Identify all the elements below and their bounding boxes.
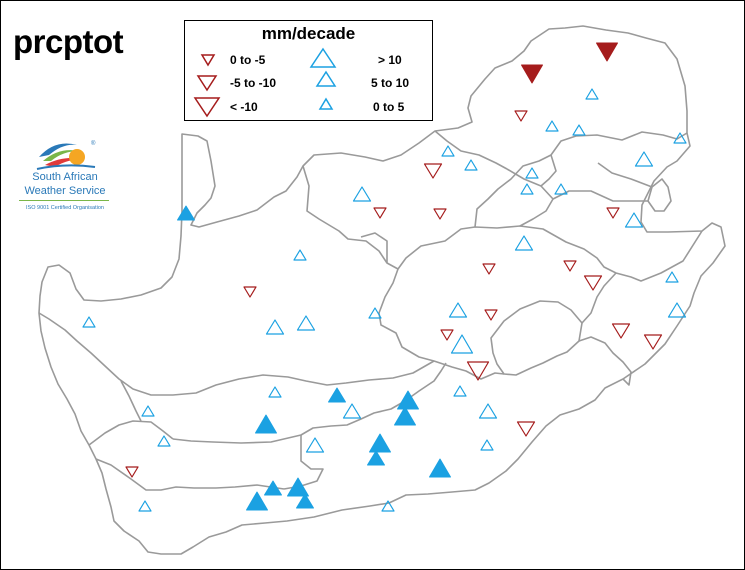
station-up-medium-icon: [352, 186, 372, 202]
svg-text:®: ®: [91, 140, 96, 147]
station-down-medium-icon: [583, 275, 603, 291]
station-up-small-icon: [673, 132, 687, 144]
station-up-medium-icon: [634, 151, 654, 167]
station-up-small-icon: [520, 183, 534, 195]
logo-iso: ISO 9001 Certified Organisation: [26, 205, 104, 211]
station-markers: [82, 42, 687, 512]
station-up-small-icon: [138, 500, 152, 512]
station-up-small-icon: [525, 167, 539, 179]
station-up-large-icon: [397, 390, 419, 410]
province-boundaries: [38, 130, 703, 491]
station-down-small-icon: [373, 207, 387, 219]
station-up-medium-icon: [667, 302, 687, 318]
station-down-medium-icon: [643, 334, 663, 350]
station-down-large-icon: [466, 361, 490, 381]
station-up-large-icon: [246, 491, 268, 511]
station-up-small-icon: [545, 120, 559, 132]
station-up-medium-icon: [342, 403, 362, 419]
station-up-small-icon: [480, 439, 494, 451]
station-up-medium-icon: [296, 315, 316, 331]
station-down-small-icon: [433, 208, 447, 220]
legend-symbols: [193, 47, 337, 118]
lesotho-outline: [490, 300, 583, 376]
station-down-medium-icon: [423, 163, 443, 179]
station-down-small-icon: [125, 466, 139, 478]
station-up-medium-icon: [367, 450, 385, 466]
station-up-small-icon: [82, 316, 96, 328]
station-up-small-icon: [141, 405, 155, 417]
station-up-medium-icon: [305, 437, 325, 453]
legend-label-4: 5 to 10: [371, 76, 410, 90]
legend-label-2: < -10: [230, 100, 258, 114]
station-up-small-icon: [381, 500, 395, 512]
station-down-small-icon: [606, 207, 620, 219]
station-down-medium-icon: [611, 323, 631, 339]
station-down-small-icon: [484, 309, 498, 321]
legend-up-medium-icon: [315, 70, 337, 87]
station-down-medium-icon: [516, 421, 536, 437]
station-down-small-icon: [440, 329, 454, 341]
station-up-medium-icon: [265, 319, 285, 335]
station-up-medium-icon: [448, 302, 468, 318]
station-up-small-icon: [665, 271, 679, 283]
station-up-small-icon: [464, 159, 478, 171]
station-up-small-icon: [441, 145, 455, 157]
station-up-medium-icon: [478, 403, 498, 419]
logo-line2: Weather Service: [24, 185, 106, 197]
station-up-medium-icon: [264, 480, 282, 496]
station-up-small-icon: [572, 124, 586, 136]
station-down-large-icon: [596, 42, 618, 62]
legend-label-5: 0 to 5: [373, 100, 405, 114]
station-up-large-icon: [369, 433, 391, 453]
station-up-medium-icon: [624, 212, 644, 228]
station-up-medium-icon: [296, 493, 314, 509]
logo-line1: South African: [32, 171, 98, 183]
country-outline: [38, 25, 726, 555]
legend-title: mm/decade: [261, 24, 356, 43]
station-up-small-icon: [268, 386, 282, 398]
station-up-small-icon: [293, 249, 307, 261]
station-up-small-icon: [368, 307, 382, 319]
eswatini-outline: [647, 178, 672, 212]
station-up-medium-icon: [328, 387, 346, 403]
legend-label-1: -5 to -10: [230, 76, 277, 90]
station-up-large-icon: [450, 334, 474, 354]
saws-logo-mark-icon: ®: [36, 140, 96, 170]
legend-label-3: > 10: [378, 53, 402, 67]
legend-up-small-icon: [318, 97, 334, 110]
station-down-large-icon: [521, 64, 543, 84]
station-up-medium-icon: [177, 205, 195, 221]
legend-down-small-icon: [200, 54, 216, 67]
station-up-large-icon: [429, 458, 451, 478]
station-up-medium-icon: [514, 235, 534, 251]
legend-down-large-icon: [193, 97, 221, 118]
station-up-small-icon: [453, 385, 467, 397]
map-title: prcptot: [13, 23, 124, 60]
legend-box: mm/decade 0 to -5 -5 to -10 < -10 > 10 5…: [184, 20, 433, 121]
station-down-small-icon: [243, 286, 257, 298]
logo-divider: [19, 200, 109, 201]
legend-down-medium-icon: [196, 75, 218, 92]
station-up-small-icon: [554, 183, 568, 195]
station-up-large-icon: [255, 414, 277, 434]
station-up-large-icon: [394, 406, 416, 426]
legend-up-large-icon: [309, 47, 337, 68]
station-down-small-icon: [563, 260, 577, 272]
station-up-small-icon: [157, 435, 171, 447]
station-down-small-icon: [514, 110, 528, 122]
station-up-small-icon: [585, 88, 599, 100]
saws-logo: ® South African Weather Service ISO 9001…: [15, 135, 115, 225]
station-down-small-icon: [482, 263, 496, 275]
station-up-large-icon: [287, 477, 309, 497]
legend-label-0: 0 to -5: [230, 53, 266, 67]
